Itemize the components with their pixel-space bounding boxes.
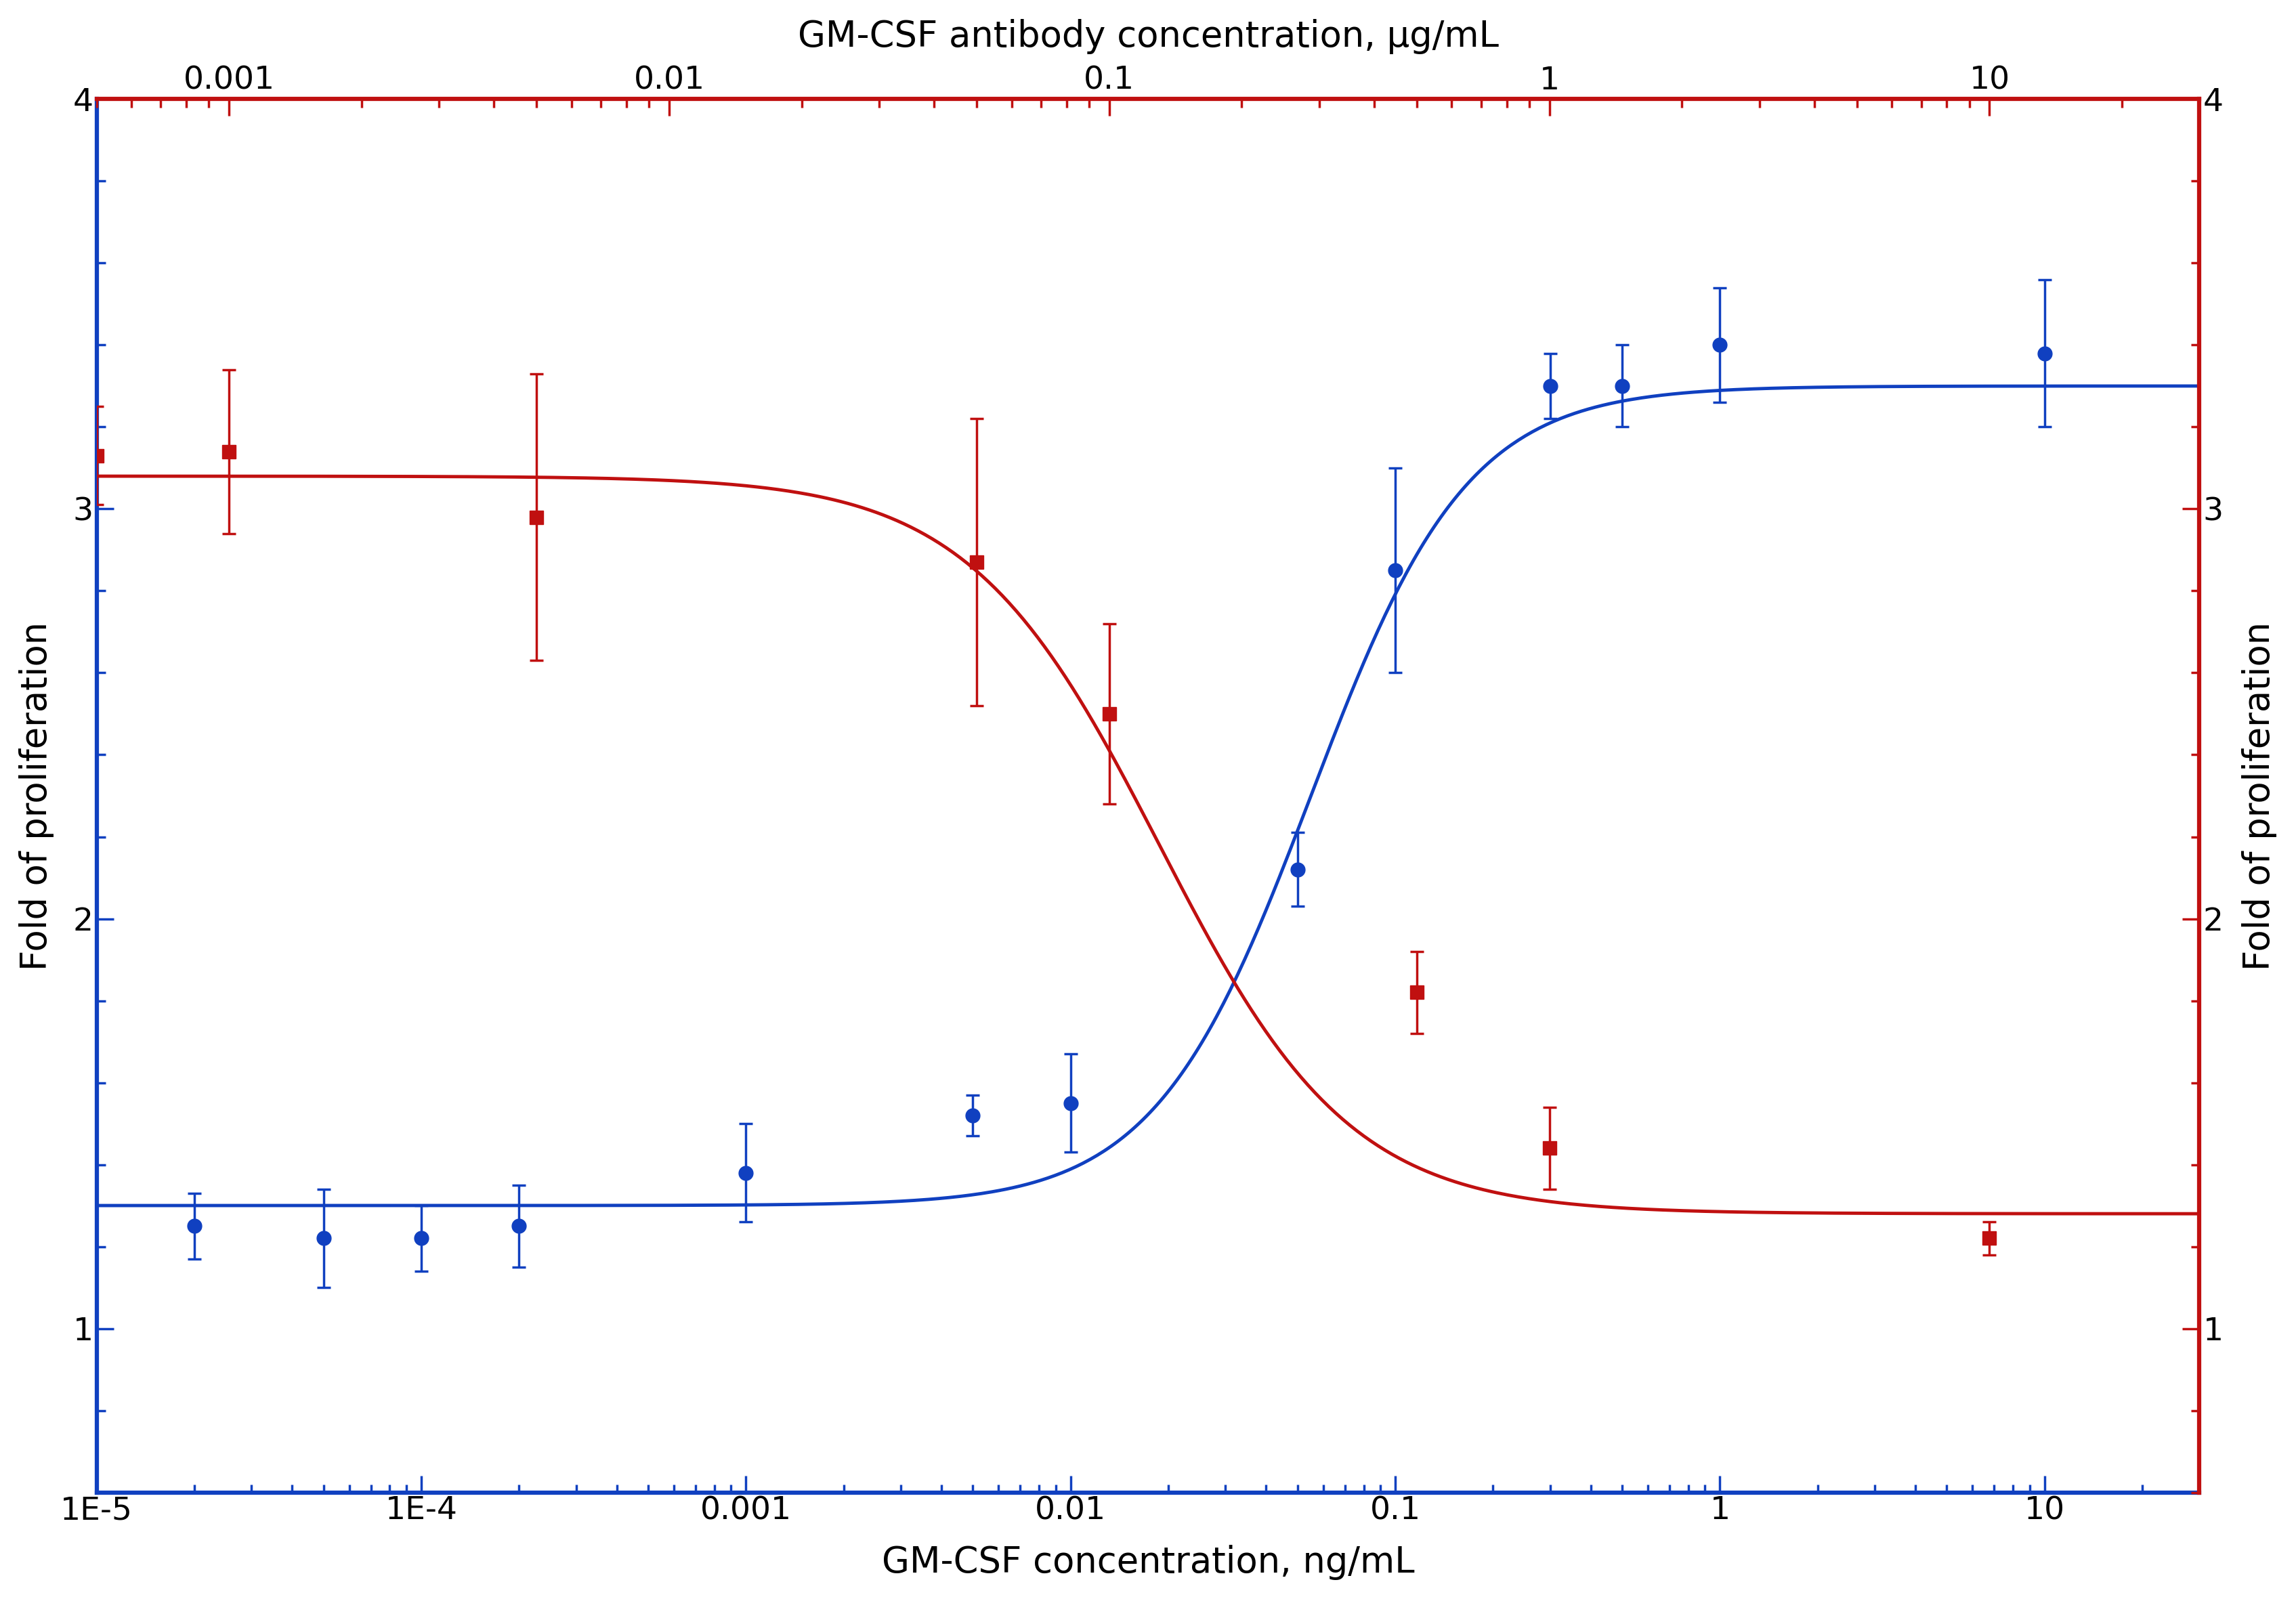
X-axis label: GM-CSF antibody concentration, μg/mL: GM-CSF antibody concentration, μg/mL — [797, 19, 1499, 54]
X-axis label: GM-CSF concentration, ng/mL: GM-CSF concentration, ng/mL — [882, 1545, 1414, 1580]
Y-axis label: Fold of proliferation: Fold of proliferation — [2241, 622, 2278, 971]
Y-axis label: Fold of proliferation: Fold of proliferation — [18, 622, 55, 971]
